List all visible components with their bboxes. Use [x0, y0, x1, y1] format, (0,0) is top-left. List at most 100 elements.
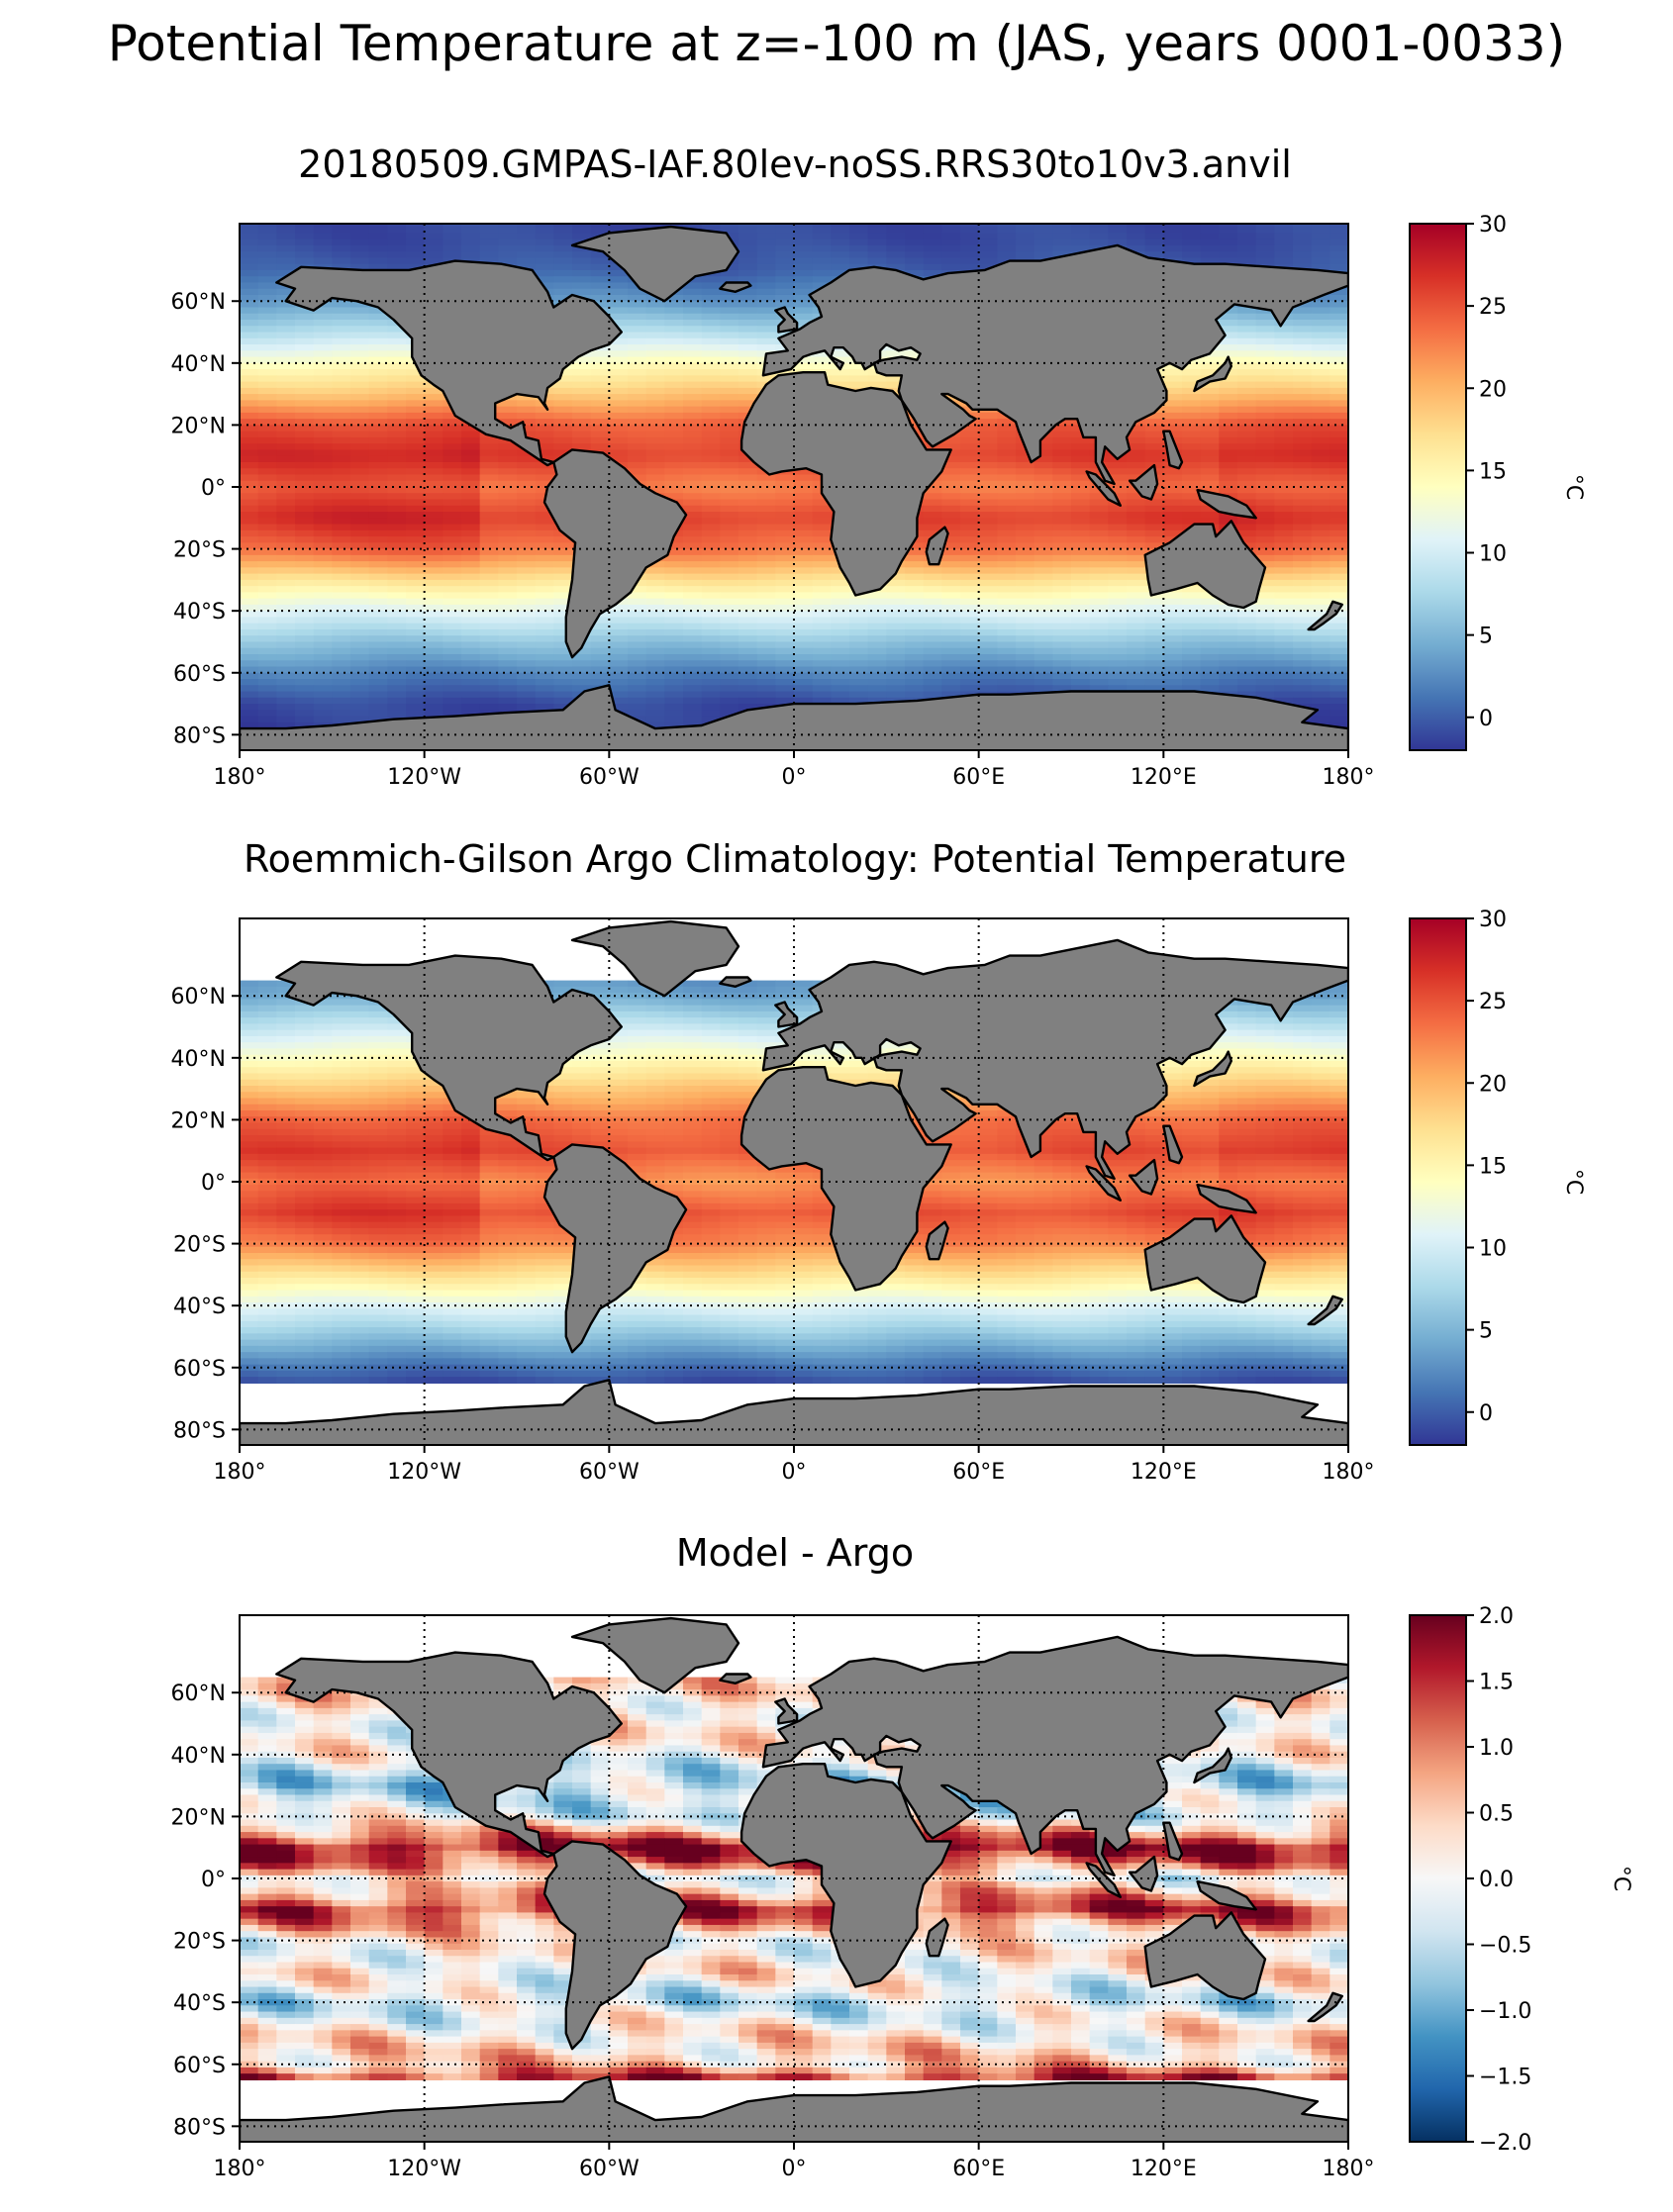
data-cell [1255, 350, 1275, 358]
data-cell [332, 400, 351, 408]
data-cell [406, 362, 426, 370]
data-cell [553, 573, 573, 581]
data-cell [1144, 604, 1164, 612]
data-cell [257, 493, 277, 501]
data-cell [1219, 233, 1238, 240]
data-cell [1052, 679, 1072, 686]
data-cell [443, 480, 462, 488]
data-cell [479, 592, 499, 600]
data-cell [941, 586, 961, 593]
data-cell [1182, 224, 1202, 228]
data-cell [443, 474, 462, 482]
data-cell [756, 337, 776, 345]
data-cell [683, 394, 703, 401]
data-cell [479, 536, 499, 543]
data-cell [683, 369, 703, 376]
data-cell [812, 611, 832, 619]
data-cell [960, 443, 980, 451]
data-cell [1329, 518, 1348, 526]
data-cell [978, 461, 998, 469]
data-cell [720, 611, 739, 619]
data-cell [1016, 685, 1035, 693]
data-cell [535, 611, 554, 619]
data-cell [553, 691, 573, 699]
data-cell [1071, 685, 1091, 693]
data-cell [1016, 512, 1035, 519]
data-cell [609, 443, 629, 451]
data-cell [1163, 487, 1183, 494]
data-cell [1144, 666, 1164, 674]
data-cell [1237, 455, 1257, 463]
data-cell [461, 641, 481, 649]
data-cell [368, 542, 388, 550]
data-cell [332, 548, 351, 556]
data-cell [978, 586, 998, 593]
data-cell [701, 307, 721, 315]
data-cell [1089, 635, 1109, 643]
data-cell [1182, 679, 1202, 686]
data-cell [978, 524, 998, 531]
data-cell [1311, 461, 1330, 469]
data-cell [590, 419, 610, 427]
data-cell [701, 542, 721, 550]
data-cell [424, 493, 443, 501]
data-cell [517, 394, 537, 401]
data-cell [1200, 431, 1220, 438]
data-cell [664, 337, 684, 345]
data-cell [240, 419, 259, 427]
data-cell [424, 623, 443, 630]
data-cell [941, 647, 961, 655]
data-cell [1293, 635, 1313, 643]
data-cell [1016, 518, 1035, 526]
data-cell [1016, 554, 1035, 562]
data-cell [240, 406, 259, 414]
data-cell [572, 400, 592, 408]
data-cell [905, 350, 925, 358]
data-cell [1219, 244, 1238, 252]
data-cell [867, 598, 887, 606]
data-cell [775, 628, 795, 636]
data-cell [1089, 518, 1109, 526]
data-cell [1219, 387, 1238, 395]
data-cell [1033, 529, 1053, 537]
data-cell [498, 239, 518, 246]
data-cell [295, 320, 315, 327]
data-cell [1293, 598, 1313, 606]
data-cell [1163, 611, 1183, 619]
data-cell [1293, 617, 1313, 625]
data-cell [628, 697, 647, 705]
data-cell [313, 257, 333, 265]
data-cell [720, 468, 739, 476]
data-cell [720, 704, 739, 711]
data-cell [295, 394, 315, 401]
data-cell [517, 512, 537, 519]
data-cell [756, 604, 776, 612]
data-cell [479, 480, 499, 488]
data-cell [775, 276, 795, 284]
data-cell [479, 685, 499, 693]
data-cell [240, 623, 259, 630]
data-cell [1293, 344, 1313, 351]
data-cell [1237, 487, 1257, 494]
data-cell [461, 233, 481, 240]
data-cell [1052, 672, 1072, 680]
data-cell [1329, 369, 1348, 376]
data-cell [535, 592, 554, 600]
data-cell [1108, 461, 1128, 469]
data-cell [332, 691, 351, 699]
data-cell [517, 628, 537, 636]
data-cell [535, 604, 554, 612]
data-cell [628, 628, 647, 636]
data-cell [1182, 672, 1202, 680]
data-cell [1311, 493, 1330, 501]
data-cell [535, 554, 554, 562]
data-cell [1274, 592, 1294, 600]
data-cell [368, 394, 388, 401]
data-cell [1329, 394, 1348, 401]
data-cell [257, 224, 277, 228]
data-cell [443, 244, 462, 252]
data-cell [424, 505, 443, 513]
data-cell [831, 623, 850, 630]
data-cell [1237, 679, 1257, 686]
data-cell [1016, 561, 1035, 568]
